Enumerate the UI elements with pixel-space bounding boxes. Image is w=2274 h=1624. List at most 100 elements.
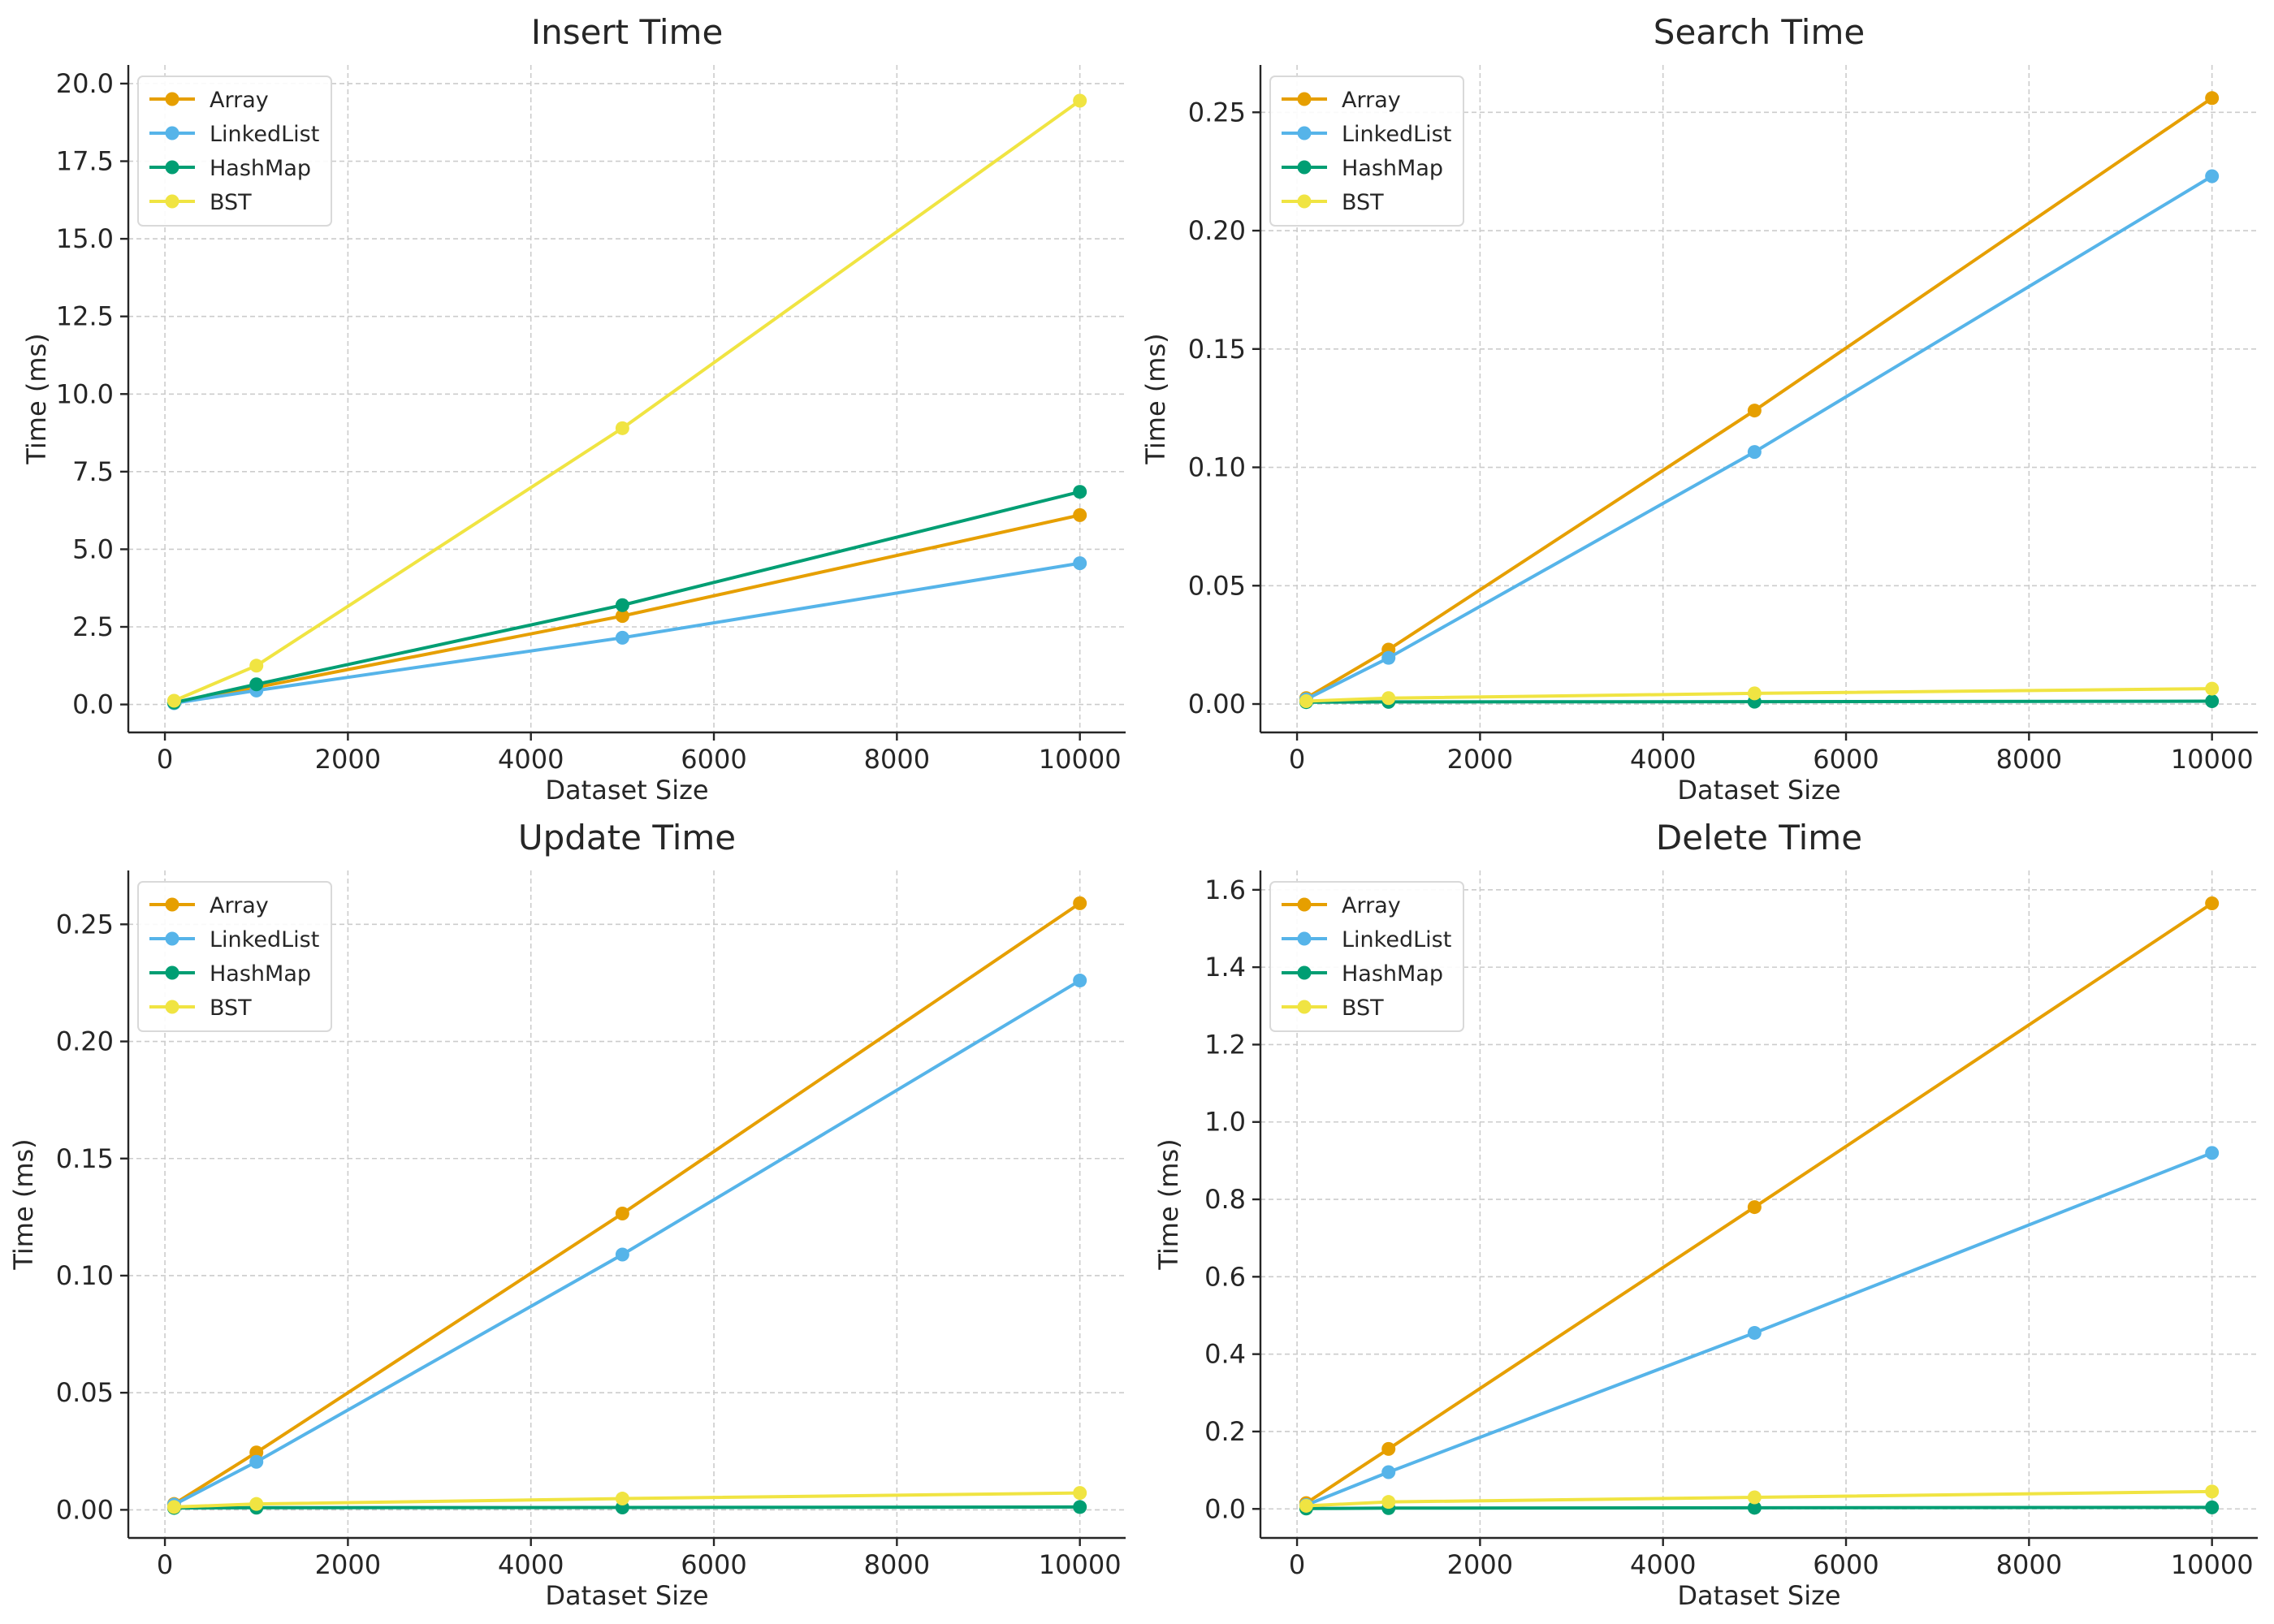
x-tick-label: 2000 [1447, 1549, 1513, 1580]
data-point-hashmap [2205, 1500, 2220, 1514]
legend-box [137, 881, 332, 1032]
y-tick-label: 0.25 [1188, 97, 1246, 127]
legend-label: Array [1342, 88, 1401, 113]
series-line-linkedlist [1305, 1151, 2213, 1507]
series-line-hashmap [173, 490, 1081, 705]
data-point-linkedlist [1381, 650, 1396, 665]
y-tick-label: 0.20 [56, 1026, 114, 1057]
series-linkedlist [1299, 1146, 2220, 1512]
y-tick-label: 15.0 [56, 223, 114, 254]
legend-marker [165, 931, 179, 946]
legend-marker [1297, 194, 1312, 209]
y-tick-label: 0.25 [56, 909, 114, 939]
legend-marker [1297, 931, 1312, 946]
data-point-linkedlist [1073, 974, 1087, 988]
data-point-array [1073, 896, 1087, 910]
y-tick-label: 0.15 [1188, 334, 1246, 365]
chart-panel-search-time: 0 2000 4000 6000 8000 10000 0.00 0.05 0.10 0.15 0.… [1140, 12, 2258, 806]
series-line-bst [1306, 687, 2212, 703]
data-point-hashmap [2205, 694, 2220, 709]
legend-marker [1297, 897, 1312, 912]
legend-label: LinkedList [210, 927, 319, 952]
x-tick-label: 6000 [1813, 744, 1878, 775]
y-tick-label: 2.5 [72, 611, 114, 642]
legend-marker [1297, 126, 1312, 140]
series-linkedlist [1299, 169, 2220, 706]
y-tick-label: 0.00 [56, 1494, 114, 1525]
data-point-array [1073, 508, 1087, 522]
y-tick-label: 1.0 [1204, 1107, 1246, 1138]
x-axis-label: Dataset Size [1677, 775, 1840, 806]
legend: Array LinkedList HashMap BST [1269, 881, 1464, 1032]
x-tick-label: 6000 [681, 744, 746, 775]
legend: Array LinkedList HashMap BST [1269, 76, 1464, 227]
data-point-array [1747, 404, 1762, 418]
legend-item-array: Array [149, 88, 269, 113]
y-tick-label: 0.10 [1188, 452, 1246, 483]
x-tick-label: 6000 [1813, 1549, 1878, 1580]
data-point-hashmap [1073, 1500, 1087, 1514]
legend-marker [165, 92, 179, 106]
series-line-bst [1306, 1489, 2212, 1508]
x-tick-label: 10000 [2171, 744, 2254, 775]
y-axis-label: Time (ms) [21, 333, 52, 464]
data-point-bst [2205, 1484, 2220, 1499]
y-tick-label: 7.5 [72, 456, 114, 487]
data-point-linkedlist [249, 1454, 264, 1469]
chart-title: Delete Time [1656, 818, 1862, 857]
data-point-bst [1073, 93, 1087, 108]
data-point-linkedlist [2205, 169, 2220, 184]
legend: Array LinkedList HashMap BST [137, 881, 332, 1032]
legend-label: BST [1342, 996, 1384, 1021]
y-tick-label: 17.5 [56, 146, 114, 177]
legend: Array LinkedList HashMap BST [137, 76, 332, 227]
y-tick-label: 20.0 [56, 68, 114, 99]
series-linkedlist [166, 974, 1087, 1512]
data-point-bst [1381, 691, 1396, 706]
legend-marker [165, 160, 179, 175]
y-axis-label: Time (ms) [1140, 333, 1171, 464]
x-tick-label: 2000 [315, 1549, 381, 1580]
data-point-bst [1747, 1490, 1762, 1505]
legend-label: BST [210, 996, 252, 1021]
legend-marker [1297, 965, 1312, 980]
data-point-array [615, 1207, 629, 1221]
legend-marker [165, 194, 179, 209]
data-point-hashmap [1747, 1501, 1762, 1515]
legend-label: HashMap [1342, 156, 1443, 181]
data-point-hashmap [1073, 485, 1087, 499]
legend-marker [165, 965, 179, 980]
legend-item-linkedlist: LinkedList [149, 927, 319, 952]
y-tick-label: 0.00 [1188, 689, 1246, 719]
legend-box [1269, 881, 1464, 1032]
series-line-linkedlist [173, 978, 1081, 1506]
data-point-linkedlist [615, 630, 629, 645]
legend-box [137, 76, 332, 227]
x-axis-label: Dataset Size [1677, 1580, 1840, 1611]
chart-title: Update Time [518, 818, 736, 857]
chart-panel-delete-time: 0 2000 4000 6000 8000 10000 0.0 0.2 0.4 0.6 0.8 1.0… [1153, 818, 2258, 1611]
legend-item-hashmap: HashMap [149, 961, 311, 987]
legend-item-hashmap: HashMap [1282, 961, 1443, 987]
y-tick-label: 0.6 [1204, 1261, 1246, 1292]
legend-box [1269, 76, 1464, 227]
x-tick-label: 2000 [1447, 744, 1513, 775]
data-point-array [2205, 896, 2220, 911]
legend-marker [1297, 160, 1312, 175]
y-tick-label: 1.4 [1204, 952, 1246, 983]
series-line-linkedlist [174, 561, 1080, 706]
y-tick-label: 0.4 [1204, 1339, 1246, 1370]
legend-marker [165, 126, 179, 140]
y-tick-label: 12.5 [56, 301, 114, 332]
legend-item-bst: BST [1282, 996, 1384, 1021]
data-point-hashmap [615, 598, 629, 612]
x-tick-label: 10000 [2171, 1549, 2254, 1580]
y-tick-label: 0.15 [56, 1143, 114, 1174]
data-point-bst [249, 1497, 264, 1511]
legend-label: Array [210, 88, 269, 113]
data-point-bst [1381, 1495, 1396, 1510]
data-point-array [615, 609, 629, 624]
x-tick-label: 8000 [864, 744, 930, 775]
legend-item-bst: BST [149, 190, 252, 215]
